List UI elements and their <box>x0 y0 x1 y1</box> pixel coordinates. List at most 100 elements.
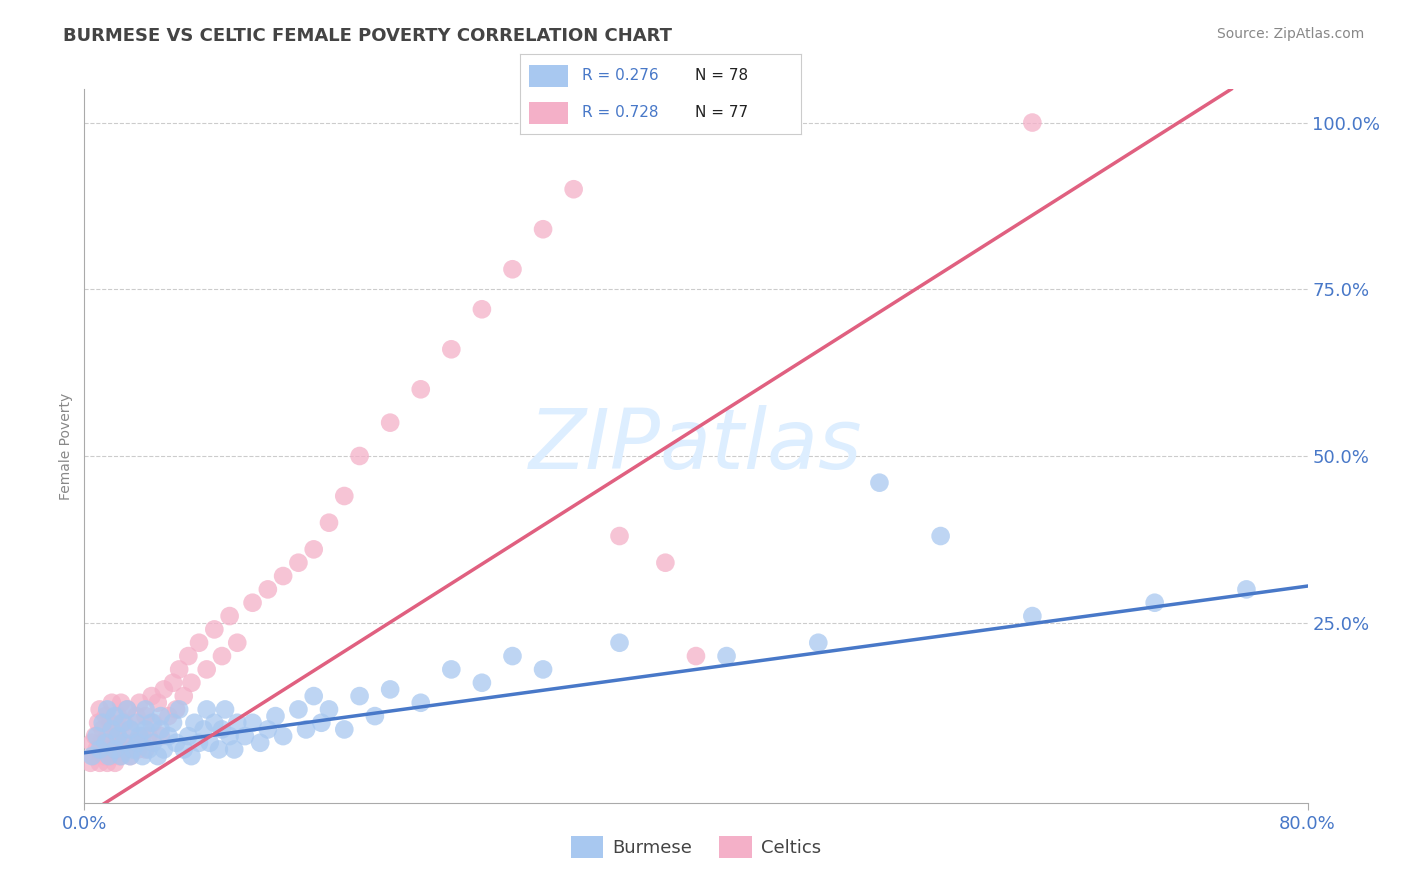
Point <box>211 723 233 737</box>
Point <box>112 736 135 750</box>
Point <box>165 736 187 750</box>
Point <box>202 715 225 730</box>
Point <box>141 689 163 703</box>
Point <box>86 742 108 756</box>
Point <box>349 689 371 703</box>
Point <box>149 709 172 723</box>
Point <box>120 723 142 737</box>
Point <box>233 729 256 743</box>
Point <box>141 715 163 730</box>
Point <box>1021 115 1043 129</box>
Point <box>91 723 114 737</box>
Point <box>83 749 105 764</box>
Point <box>138 742 160 756</box>
Legend: Burmese, Celtics: Burmese, Celtics <box>564 829 828 865</box>
Point <box>135 702 157 716</box>
Point <box>188 636 211 650</box>
Point <box>226 636 249 650</box>
Point <box>105 742 128 756</box>
Point <box>101 749 124 764</box>
Point <box>142 736 165 750</box>
Point <box>214 702 236 716</box>
Point <box>249 736 271 750</box>
Point <box>440 662 463 676</box>
Point <box>128 729 150 743</box>
Point <box>333 489 356 503</box>
Point <box>195 662 218 676</box>
Point <box>90 736 112 750</box>
Point <box>609 636 631 650</box>
Point <box>380 682 402 697</box>
Point <box>94 736 117 750</box>
Point <box>120 723 142 737</box>
Point <box>271 569 294 583</box>
Point <box>101 723 124 737</box>
Point <box>302 542 325 557</box>
Point <box>167 702 190 716</box>
Point <box>110 749 132 764</box>
Point <box>807 636 830 650</box>
Point <box>177 729 200 743</box>
Point <box>471 302 494 317</box>
Point <box>287 702 309 716</box>
Point <box>146 749 169 764</box>
Point <box>91 715 114 730</box>
Point <box>127 736 149 750</box>
Point <box>311 715 333 730</box>
Point <box>173 742 195 756</box>
Point <box>257 582 280 597</box>
Text: N = 78: N = 78 <box>695 69 748 84</box>
Point <box>165 702 187 716</box>
Point <box>271 729 294 743</box>
Point <box>531 662 554 676</box>
Point <box>153 742 176 756</box>
Point <box>157 729 180 743</box>
Point <box>93 749 115 764</box>
Point <box>111 736 134 750</box>
Point <box>167 662 190 676</box>
Point <box>104 756 127 770</box>
Point <box>202 623 225 637</box>
Point <box>149 723 172 737</box>
Point <box>146 696 169 710</box>
Point <box>138 729 160 743</box>
Point <box>89 742 111 756</box>
Point <box>104 723 127 737</box>
Point <box>318 516 340 530</box>
Point <box>103 736 125 750</box>
Point <box>135 709 157 723</box>
Point <box>125 715 148 730</box>
Point <box>125 709 148 723</box>
Point <box>333 723 356 737</box>
Point <box>107 729 129 743</box>
Point <box>502 649 524 664</box>
Bar <box>529 65 568 87</box>
Point <box>135 723 157 737</box>
Bar <box>529 102 568 124</box>
Point <box>531 222 554 236</box>
Point <box>101 696 124 710</box>
Point <box>929 529 952 543</box>
Point <box>110 696 132 710</box>
Point <box>162 715 184 730</box>
Point <box>80 736 103 750</box>
Point <box>685 649 707 664</box>
Point <box>127 742 149 756</box>
Text: BURMESE VS CELTIC FEMALE POVERTY CORRELATION CHART: BURMESE VS CELTIC FEMALE POVERTY CORRELA… <box>63 27 672 45</box>
Point <box>162 675 184 690</box>
Point <box>89 756 111 770</box>
Point <box>218 729 240 743</box>
Point <box>86 729 108 743</box>
Point <box>869 475 891 490</box>
Point <box>96 729 118 743</box>
Point <box>562 182 585 196</box>
Point <box>107 709 129 723</box>
Point <box>224 742 246 756</box>
Point <box>242 715 264 730</box>
Point <box>120 749 142 764</box>
Point <box>188 736 211 750</box>
Point <box>264 709 287 723</box>
Point <box>654 556 676 570</box>
Point <box>131 749 153 764</box>
Text: N = 77: N = 77 <box>695 105 748 120</box>
